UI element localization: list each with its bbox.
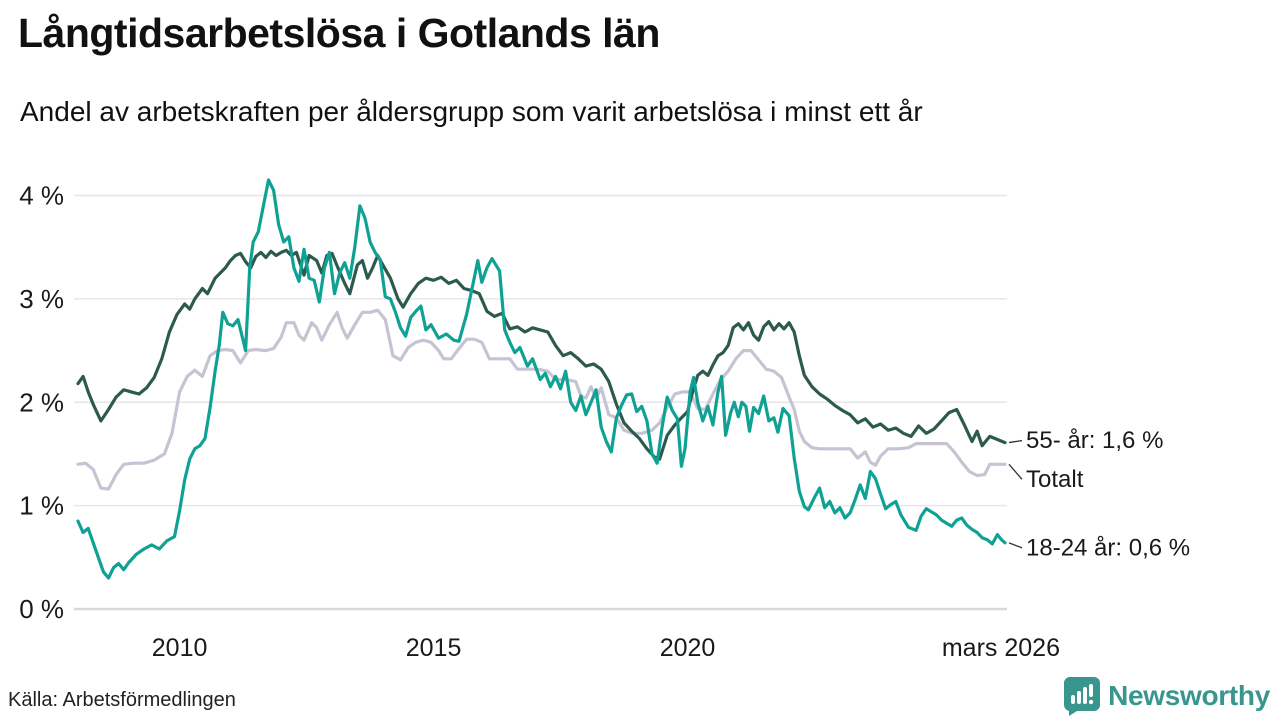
- y-tick-label: 2 %: [19, 387, 64, 417]
- y-tick-label: 3 %: [19, 284, 64, 314]
- annotation-connector: [1008, 463, 1023, 480]
- y-tick-label: 0 %: [19, 594, 64, 624]
- series-annotation-label: 18-24 år: 0,6 %: [1026, 534, 1190, 561]
- y-tick-label: 1 %: [19, 491, 64, 521]
- annotation-connector: [1008, 542, 1023, 549]
- page-title: Långtidsarbetslösa i Gotlands län: [18, 10, 660, 56]
- x-tick-label: 2015: [406, 634, 462, 662]
- series-line-55-r: [76, 248, 1007, 461]
- series-annotation-label: 55- år: 1,6 %: [1026, 427, 1163, 454]
- series-line-totalt: [76, 308, 1007, 491]
- x-tick-label: mars 2026: [942, 634, 1060, 662]
- newsworthy-wordmark: Newsworthy: [1108, 680, 1270, 711]
- series-annotation-label: Totalt: [1026, 466, 1084, 493]
- newsworthy-brand: Newsworthy: [1063, 676, 1270, 716]
- x-tick-label: 2020: [660, 634, 716, 662]
- newsworthy-logo-icon: [1064, 677, 1101, 716]
- x-tick-label: 2010: [152, 634, 208, 662]
- chart-subtitle: Andel av arbetskraften per åldersgrupp s…: [20, 96, 923, 127]
- source-note: Källa: Arbetsförmedlingen: [8, 689, 236, 711]
- y-tick-label: 4 %: [19, 181, 64, 211]
- annotation-connector: [1008, 439, 1023, 444]
- series-line-18-24-r: [76, 178, 1007, 580]
